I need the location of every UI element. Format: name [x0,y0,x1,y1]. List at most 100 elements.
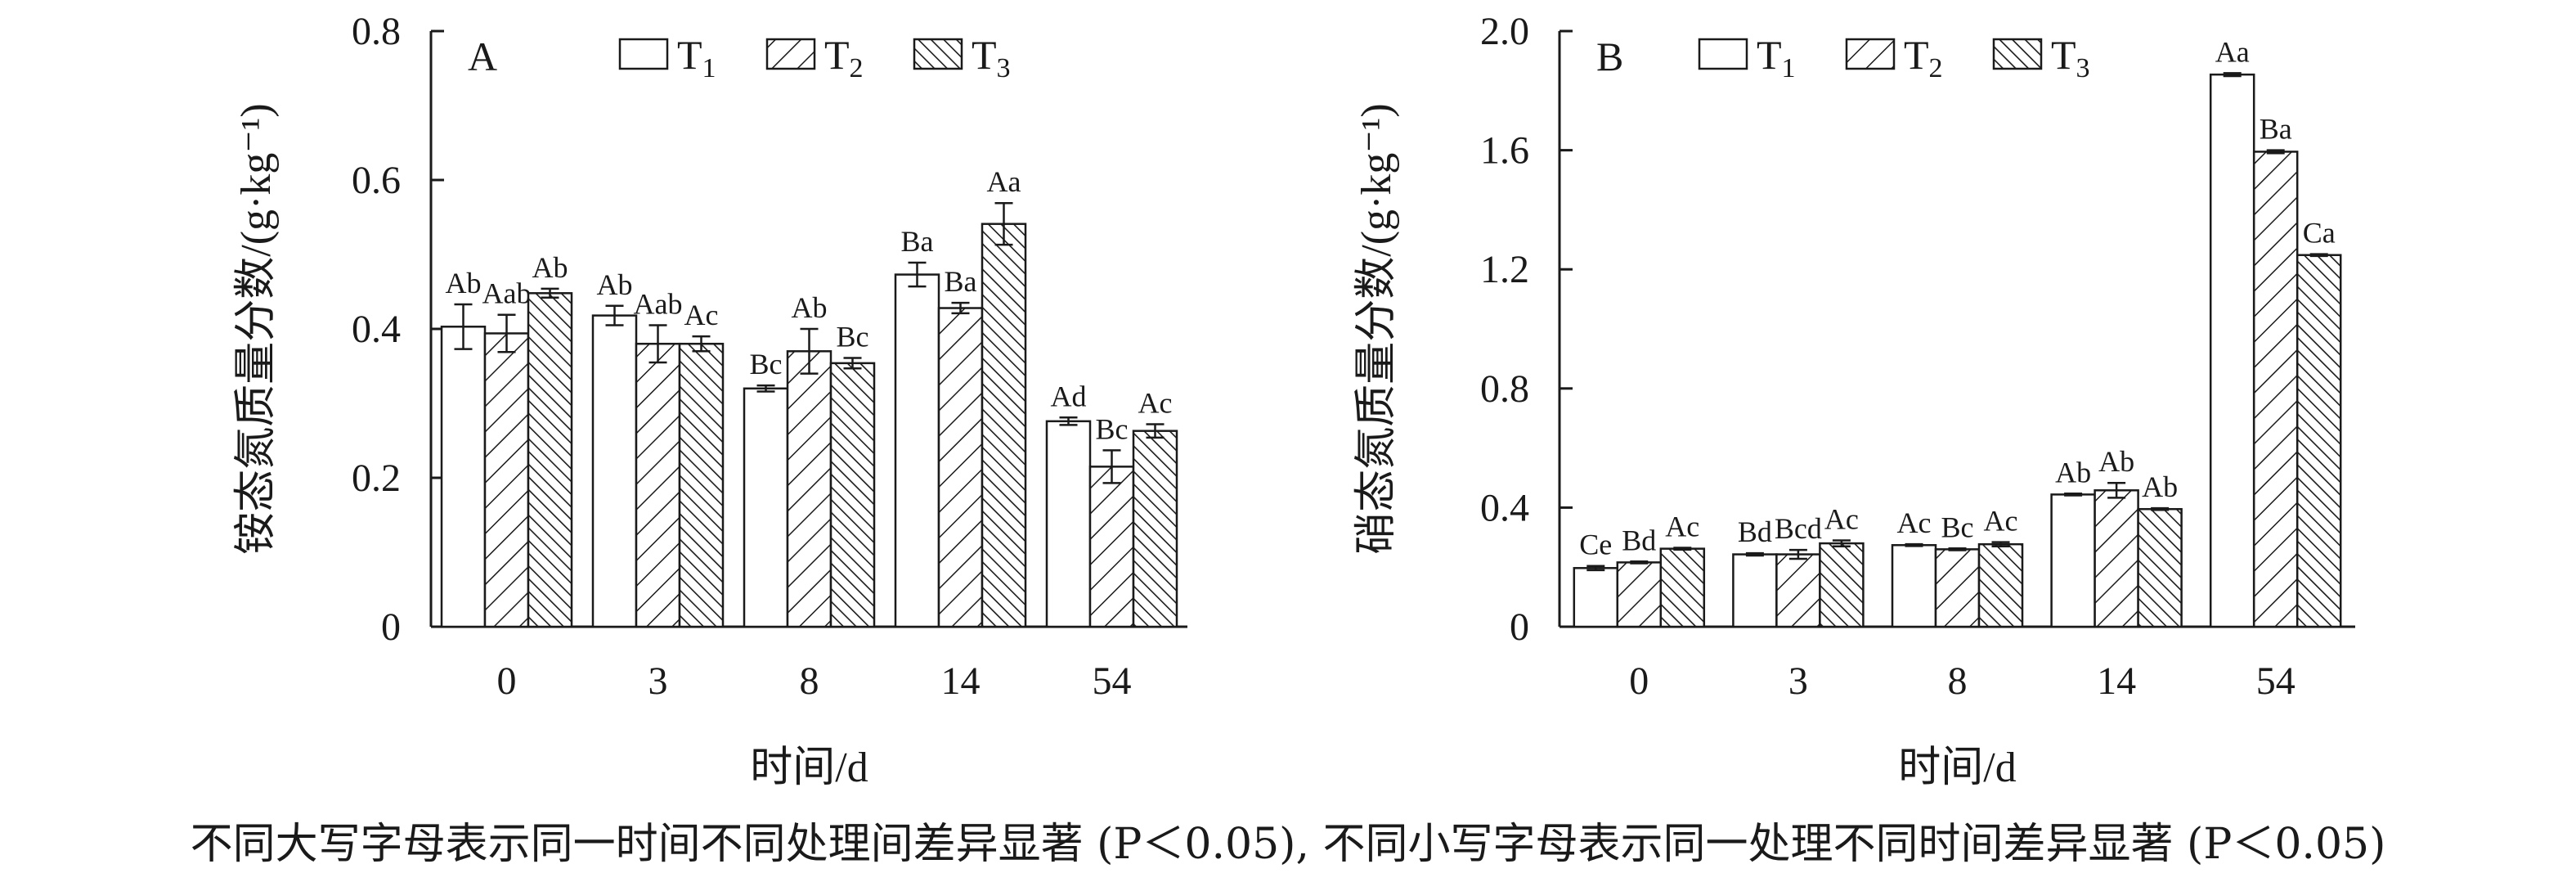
legend-label-t3: T3 [972,32,1011,83]
bar-t2-3 [635,342,681,628]
legend-swatch-t2 [765,38,816,70]
x-tick-label: 54 [2256,659,2296,703]
legend-swatch-t3 [1992,38,2043,70]
significance-label: Ab [532,251,568,284]
legend-label-t2: T2 [824,32,864,83]
bar-t3-3 [1819,542,1865,628]
bar-t3-14 [2137,507,2183,628]
significance-label: Aab [482,277,532,310]
significance-label: Bc [837,320,869,353]
bar-t2-0 [483,332,530,628]
significance-label: Ab [2142,470,2178,503]
bar-t1-14 [894,273,940,628]
significance-label: Ac [1984,505,2018,538]
bar-t3-0 [527,292,573,628]
x-tick-label: 3 [648,659,668,703]
significance-label: Ac [684,299,719,331]
bar-t2-0 [1616,561,1663,628]
x-tick-label: 3 [1788,659,1808,703]
x-tick-label: 8 [800,659,819,703]
x-axis-title: 时间/d [1898,745,2016,791]
significance-label: Bd [1622,524,1656,556]
significance-label: Ad [1051,380,1087,412]
legend-swatch-t2 [1845,38,1896,70]
bar-t2-14 [937,307,984,628]
bar-t3-8 [1977,542,2024,628]
x-tick-label: 0 [497,659,517,703]
significance-label: Ac [1665,511,1699,543]
y-tick-label: 0.4 [1480,486,1529,529]
significance-label: Aab [634,287,683,320]
significance-label: Ba [2260,113,2292,146]
significance-label: Bd [1738,515,1772,548]
bar-t1-3 [1732,553,1778,628]
significance-label: Ba [901,225,934,258]
significance-label: Bcd [1775,512,1822,545]
x-tick-label: 14 [2097,659,2136,703]
significance-label: Ca [2303,217,2336,250]
legend-label-t1: T1 [1757,32,1796,83]
bar-t2-8 [1934,548,1981,628]
y-axis-title: 硝态氮质量分数/(g·kg⁻¹) [1353,103,1400,554]
bar-t1-54 [1045,420,1092,628]
significance-label: Ce [1579,529,1612,561]
figure-caption: 不同大写字母表示同一时间不同处理间差异显著 (P＜0.05), 不同小写字母表示… [190,820,2386,869]
y-tick-label: 0 [1510,605,1529,649]
bar-t1-54 [2209,73,2255,628]
significance-label: Ba [945,265,977,298]
x-tick-label: 0 [1629,659,1649,703]
y-tick-label: 0.6 [352,159,401,202]
bar-t1-0 [440,326,487,628]
significance-label: Ac [1824,502,1859,535]
significance-label: Ab [2098,445,2134,478]
significance-label: Ac [1138,386,1173,419]
bar-t1-8 [743,387,789,628]
significance-label: Bc [750,348,783,380]
y-tick-label: 1.2 [1480,248,1529,291]
y-tick-label: 0 [381,605,401,649]
y-axis-title: 铵态氮质量分数/(g·kg⁻¹) [233,103,280,554]
legend-label-t3: T3 [2051,32,2090,83]
legend-swatch-t1 [618,38,669,70]
significance-label: Ac [1897,506,1932,539]
legend-swatch-t1 [1698,38,1748,70]
y-tick-label: 1.6 [1480,129,1529,173]
bar-t3-54 [2296,254,2342,628]
x-tick-label: 14 [941,659,981,703]
x-tick-label: 8 [1948,659,1968,703]
bar-t1-8 [1891,544,1937,628]
y-tick-label: 0.8 [1480,367,1529,411]
bar-t3-0 [1659,547,1706,628]
bar-t3-54 [1132,430,1178,628]
bar-t2-54 [2252,151,2299,628]
significance-label: Aa [2215,35,2250,68]
legend-swatch-t3 [913,38,963,70]
panel-label: A [468,34,497,79]
bar-t2-14 [2094,489,2139,628]
y-tick-label: 0.8 [352,10,401,53]
significance-label: Ab [446,267,482,299]
significance-label: Bc [1096,412,1129,445]
y-tick-label: 0.2 [352,457,401,500]
significance-label: Ab [597,268,633,301]
bar-t1-14 [2050,493,2096,628]
significance-label: Ab [2055,456,2091,488]
legend-label-t1: T1 [677,32,716,83]
bar-t3-3 [678,342,725,628]
significance-label: Bc [1941,511,1974,543]
bar-t3-14 [981,223,1027,628]
legend-label-t2: T2 [1904,32,1943,83]
x-axis-title: 时间/d [750,745,868,791]
significance-label: Aa [987,165,1021,198]
significance-label: Ab [792,291,828,324]
panel-b: 0 0.4 0.8 1.2 1.6 2.0 硝态氮质量分数/(g·kg⁻¹) 时间/d B 0 Ce… [1353,10,2355,791]
panel-label: B [1596,34,1623,79]
bar-t2-3 [1775,553,1821,628]
x-tick-label: 54 [1093,659,1132,703]
bar-t1-3 [591,314,638,628]
y-tick-label: 2.0 [1480,10,1529,53]
bar-t2-54 [1088,466,1135,628]
bar-t3-8 [829,362,876,628]
